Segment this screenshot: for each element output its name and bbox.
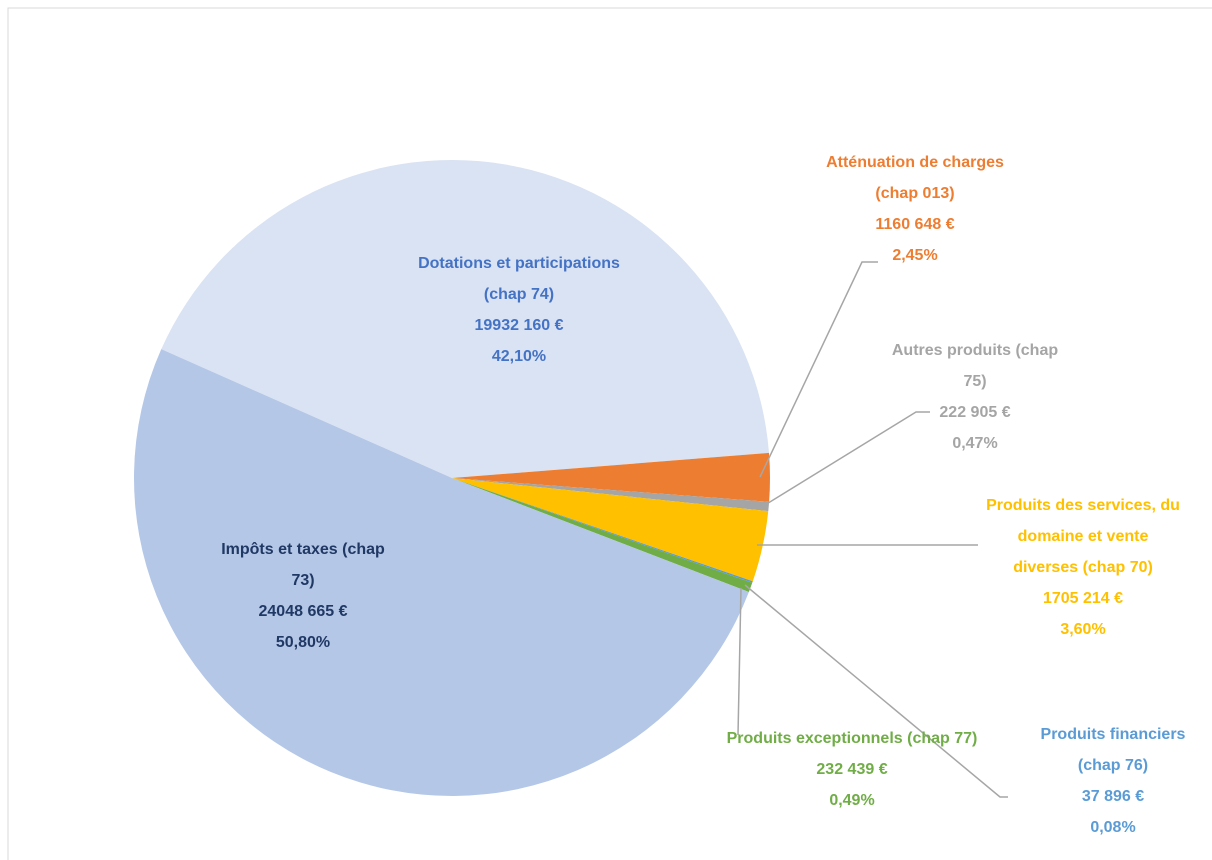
pie-slice bbox=[161, 160, 770, 478]
data-label: Atténuation de charges (chap 013) 1160 64… bbox=[815, 147, 1015, 271]
pie-slice bbox=[452, 452, 770, 502]
percent-label: 0,49% bbox=[829, 792, 875, 809]
leader-line bbox=[764, 411, 930, 506]
data-label: Produits des services, du domaine et ven… bbox=[986, 490, 1181, 645]
frame bbox=[7, 7, 1212, 860]
percent-label: 50,80% bbox=[275, 634, 331, 651]
pie-slice bbox=[452, 478, 770, 512]
amount-label: 24048 665 € bbox=[258, 603, 348, 620]
pie-slice bbox=[452, 478, 769, 582]
category-name: Dotations et participations (chap 74) bbox=[418, 255, 620, 303]
amount-label: 1705 214 € bbox=[1042, 590, 1124, 607]
percent-label: 0,08% bbox=[1090, 819, 1136, 836]
leader-line bbox=[744, 584, 1008, 798]
category-name: Produits exceptionnels (chap 77) bbox=[726, 730, 978, 747]
percent-label: 0,47% bbox=[952, 435, 998, 452]
data-label: Impôts et taxes (chap 73) 24048 665 € 50,8… bbox=[218, 534, 388, 658]
pie-slice bbox=[133, 349, 749, 797]
data-label: Produits exceptionnels (chap 77) 232 439 … bbox=[722, 723, 982, 816]
percent-label: 42,10% bbox=[491, 348, 547, 365]
amount-label: 1160 648 € bbox=[875, 216, 955, 233]
category-name: Autres produits (chap 75) bbox=[891, 342, 1059, 390]
data-label: Produits financiers (chap 76) 37 896 € 0,0… bbox=[1018, 719, 1208, 843]
category-name: Produits financiers (chap 76) bbox=[1040, 726, 1186, 774]
leader-lines bbox=[737, 261, 1008, 798]
amount-label: 19932 160 € bbox=[474, 317, 564, 334]
leader-line bbox=[737, 587, 742, 736]
data-label: Autres produits (chap 75) 222 905 € 0,47% bbox=[890, 335, 1060, 459]
amount-label: 37 896 € bbox=[1081, 788, 1145, 805]
category-name: Produits des services, du domaine et ven… bbox=[986, 497, 1180, 576]
pie-slice bbox=[452, 478, 753, 592]
percent-label: 3,60% bbox=[1060, 621, 1106, 638]
amount-label: 232 439 € bbox=[816, 761, 888, 778]
leader-line bbox=[759, 261, 878, 478]
category-name: Impôts et taxes (chap 73) bbox=[221, 541, 385, 589]
data-label: Dotations et participations (chap 74) 199… bbox=[404, 248, 634, 372]
category-name: Atténuation de charges (chap 013) bbox=[826, 154, 1004, 202]
amount-label: 222 905 € bbox=[939, 404, 1011, 421]
percent-label: 2,45% bbox=[892, 247, 938, 264]
pie-slice bbox=[452, 478, 753, 583]
